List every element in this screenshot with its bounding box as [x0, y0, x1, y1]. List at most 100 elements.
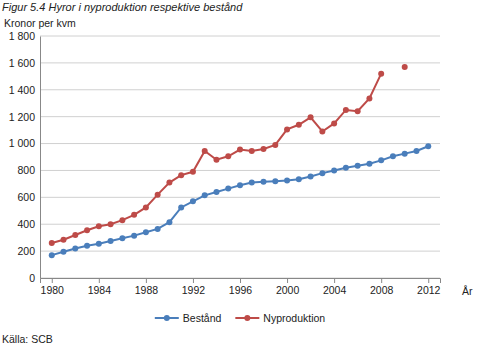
x-tick-mark — [146, 278, 147, 283]
series-marker — [72, 232, 78, 238]
x-tick-label: 1988 — [135, 284, 159, 296]
series-marker — [272, 142, 278, 148]
y-axis-title: Kronor per kvm — [4, 17, 76, 29]
x-tick: 2008 — [370, 278, 394, 296]
series-marker — [155, 192, 161, 198]
series-marker — [355, 108, 361, 114]
x-tick: 2000 — [276, 278, 300, 296]
series-marker — [261, 146, 267, 152]
y-axis-line — [40, 37, 41, 279]
series-marker — [84, 243, 90, 249]
grid — [40, 36, 440, 278]
series-marker — [96, 241, 102, 247]
x-tick: 1992 — [182, 278, 206, 296]
series-marker — [166, 180, 172, 186]
grid-line — [40, 116, 440, 117]
legend-label: Bestånd — [183, 312, 222, 324]
series-marker — [61, 237, 67, 243]
legend-marker — [164, 315, 170, 321]
series-marker — [308, 114, 314, 120]
series-marker — [378, 71, 384, 77]
grid-line — [40, 143, 440, 144]
y-tick: 1 800 — [9, 30, 40, 42]
x-tick-label: 1984 — [88, 284, 112, 296]
series-marker — [343, 107, 349, 113]
y-tick: 1 000 — [9, 137, 40, 149]
x-tick-mark — [334, 278, 335, 283]
y-tick: 400 — [17, 218, 40, 230]
x-tick-label: 1996 — [229, 284, 253, 296]
series-marker — [202, 192, 208, 198]
series-marker — [225, 186, 231, 192]
legend-marker — [244, 315, 250, 321]
title: Figur 5.4 Hyror i nyproduktion respektiv… — [2, 1, 243, 13]
x-axis-line — [41, 279, 441, 284]
series-marker — [366, 96, 372, 102]
series-marker — [331, 167, 337, 173]
x-tick: 2004 — [323, 278, 347, 296]
series-marker — [108, 221, 114, 227]
x-tick-label: 2012 — [417, 284, 441, 296]
y-tick-label: 0 — [29, 272, 35, 284]
x-tick-label: 1980 — [41, 284, 65, 296]
y-tick-label: 600 — [17, 191, 35, 203]
series-marker — [413, 148, 419, 154]
series-marker — [284, 126, 290, 132]
y-tick: 800 — [17, 164, 40, 176]
x-tick-label: 2008 — [370, 284, 394, 296]
series-marker — [143, 229, 149, 235]
series-marker — [390, 153, 396, 159]
legend-item: Nyproduktion — [235, 312, 325, 324]
y-tick: 600 — [17, 191, 40, 203]
series-line — [52, 67, 405, 243]
y-tick: 1 200 — [9, 111, 40, 123]
legend-label: Nyproduktion — [263, 312, 325, 324]
series-marker — [143, 204, 149, 210]
y-tick-label: 1 400 — [9, 84, 35, 96]
y-tick-label: 1 200 — [9, 111, 35, 123]
grid-line — [40, 197, 440, 198]
x-tick: 1988 — [135, 278, 159, 296]
series-marker — [119, 235, 125, 241]
grid-line — [40, 251, 440, 252]
series-marker — [343, 165, 349, 171]
series-marker — [131, 233, 137, 239]
x-tick-mark — [240, 278, 241, 283]
series-marker — [225, 153, 231, 159]
series-marker — [190, 198, 196, 204]
x-tick: 1980 — [41, 278, 65, 296]
y-tick-label: 1 000 — [9, 137, 35, 149]
x-tick: 1984 — [88, 278, 112, 296]
series-marker — [49, 240, 55, 246]
grid-line — [40, 170, 440, 171]
y-axis: 02004006008001 0001 2001 4001 6001 800 — [9, 30, 41, 284]
series-marker — [237, 182, 243, 188]
series-marker — [178, 172, 184, 178]
source: Källa: SCB — [2, 333, 53, 345]
series-marker — [166, 219, 172, 225]
series-marker — [425, 143, 431, 149]
series-marker — [249, 180, 255, 186]
series-marker — [108, 238, 114, 244]
y-tick: 0 — [29, 272, 40, 284]
series-marker — [49, 252, 55, 258]
x-tick-label: 1992 — [182, 284, 206, 296]
series-marker — [272, 178, 278, 184]
series-marker — [366, 161, 372, 167]
y-tick: 1 600 — [9, 57, 40, 69]
y-tick-label: 1 800 — [9, 30, 35, 42]
x-tick-mark — [52, 278, 53, 283]
grid-line — [40, 89, 440, 90]
plot-area — [49, 64, 431, 258]
x-tick-mark — [99, 278, 100, 283]
x-tick-mark — [287, 278, 288, 283]
grid-line — [40, 62, 440, 63]
y-tick-label: 1 600 — [9, 57, 35, 69]
series-marker — [261, 179, 267, 185]
x-tick-mark — [381, 278, 382, 283]
series-marker — [284, 178, 290, 184]
series-marker — [308, 173, 314, 179]
series-marker — [131, 212, 137, 218]
series-marker — [249, 148, 255, 154]
x-tick: 2012 — [417, 278, 441, 296]
